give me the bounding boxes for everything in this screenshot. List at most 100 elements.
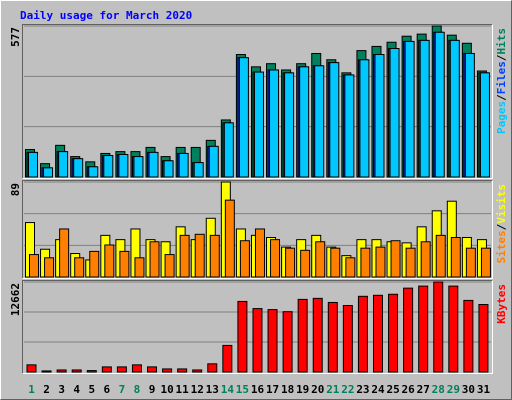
bar: [28, 151, 38, 178]
x-tick-label: 26: [402, 383, 416, 396]
bar: [390, 240, 401, 278]
legend-separator: /: [495, 223, 508, 230]
bar: [285, 247, 296, 278]
bar: [239, 240, 250, 278]
bar: [209, 234, 220, 278]
bar: [480, 247, 491, 278]
x-tick-label: 27: [417, 383, 430, 396]
bar: [389, 48, 400, 178]
x-tick-label: 18: [281, 383, 294, 396]
bar: [193, 162, 204, 178]
x-tick-label: 13: [206, 383, 219, 396]
x-tick-label: 5: [88, 383, 95, 396]
bar: [342, 305, 353, 373]
x-tick-label: 17: [266, 383, 279, 396]
bar: [194, 233, 205, 278]
bar: [314, 65, 325, 178]
legend-entry: Pages: [495, 101, 508, 134]
legend-entry: Files: [495, 61, 508, 94]
bar: [360, 247, 371, 278]
x-tick-label: 31: [477, 383, 491, 396]
bar: [282, 311, 293, 373]
x-tick-label: 3: [58, 383, 65, 396]
bar: [252, 308, 263, 373]
bevel: [22, 24, 493, 179]
bar: [418, 285, 429, 373]
bar: [479, 72, 490, 178]
bar: [297, 298, 308, 373]
bar: [104, 244, 115, 278]
bar: [58, 151, 69, 178]
y-tick-label: 577: [9, 27, 22, 47]
x-tick-label: 24: [371, 383, 385, 396]
bevel: [22, 24, 493, 179]
bar: [29, 254, 39, 278]
bar: [299, 66, 310, 178]
bar: [44, 257, 55, 278]
bar: [177, 368, 188, 373]
x-tick-label: 2: [43, 383, 50, 396]
bar: [119, 250, 130, 278]
bar: [284, 72, 295, 178]
bevel: [22, 180, 493, 279]
bar: [163, 160, 174, 178]
bar: [149, 241, 160, 278]
x-tick-label: 28: [432, 383, 445, 396]
bar: [224, 199, 235, 278]
bar: [269, 69, 280, 178]
bar: [41, 370, 52, 373]
bar: [86, 370, 97, 373]
bar: [237, 300, 248, 373]
bar: [344, 74, 355, 178]
x-tick-label: 29: [447, 383, 460, 396]
bar: [357, 295, 368, 373]
bar: [463, 299, 474, 373]
x-tick-label: 30: [462, 383, 475, 396]
x-tick-label: 4: [73, 383, 80, 396]
bar: [465, 247, 476, 278]
x-tick-label: 9: [149, 383, 156, 396]
bar: [147, 366, 158, 373]
bar: [116, 366, 127, 373]
bar: [450, 237, 461, 278]
bar: [89, 250, 100, 278]
bar: [88, 166, 99, 178]
legend: Sites/Visits: [495, 184, 508, 264]
bar: [162, 368, 173, 373]
bevel: [22, 280, 493, 374]
bar: [300, 249, 311, 278]
bar: [434, 31, 445, 178]
bar: [312, 297, 323, 373]
bar: [134, 257, 145, 278]
bar: [164, 254, 175, 278]
bar: [103, 155, 114, 178]
bar: [56, 369, 67, 373]
x-tick-label: 10: [160, 383, 173, 396]
x-tick-label: 15: [236, 383, 249, 396]
x-tick-label: 8: [134, 383, 141, 396]
x-tick-label: 20: [311, 383, 324, 396]
bar: [59, 228, 70, 278]
bar: [73, 158, 84, 178]
x-tick-label: 23: [356, 383, 369, 396]
bar: [253, 71, 264, 178]
legend-separator: /: [495, 54, 508, 61]
bar: [404, 40, 415, 178]
bar: [359, 59, 370, 178]
x-tick-label: 21: [326, 383, 340, 396]
x-tick-label: 22: [341, 383, 354, 396]
bar: [345, 257, 356, 278]
bar: [222, 344, 233, 373]
bar: [148, 151, 159, 178]
bar: [223, 122, 234, 178]
bevel: [22, 280, 493, 374]
bar: [388, 293, 399, 373]
bar: [435, 234, 446, 278]
bar: [101, 366, 112, 373]
y-tick-label: 12662: [9, 283, 22, 316]
x-tick-label: 16: [251, 383, 265, 396]
legend-entry: Hits: [495, 28, 508, 55]
x-tick-label: 6: [104, 383, 111, 396]
bar: [178, 152, 189, 178]
bar: [420, 241, 431, 278]
